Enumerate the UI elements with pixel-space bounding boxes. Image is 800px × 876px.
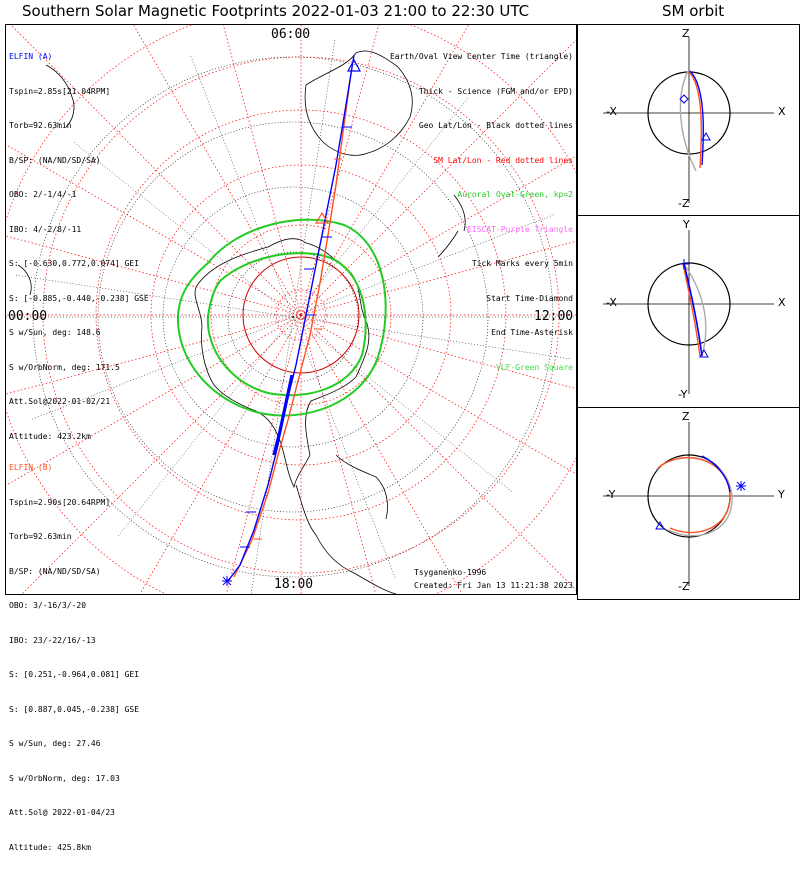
- elfin-a-line: Tspin=2.85s[21.04RPM]: [9, 86, 111, 96]
- elfin-b-orbit: [657, 457, 731, 534]
- sm-orbit-panel-xz: Z -Z -X X: [577, 24, 800, 216]
- elfin-a-center-triangle: [346, 58, 362, 72]
- elfin-a-line: B/SP: (NA/ND/SD/SA): [9, 155, 101, 165]
- center-triangle: [655, 520, 665, 530]
- elfin-b-line: S w/Sun, deg: 27.46: [9, 739, 101, 748]
- orbit-shadow: [683, 263, 707, 357]
- footprint-map-panel: 06:00 00:00 12:00 18:00 ELFIN (A) Tspin=…: [5, 24, 577, 852]
- sm-orbit-panel-xy: Y -Y -X X: [577, 215, 800, 408]
- legend-item: Geo Lat/Lon - Black dotted lines: [418, 121, 573, 130]
- main-title: Southern Solar Magnetic Footprints 2022-…: [22, 2, 530, 20]
- legend-item: Tick Marks every 5min: [471, 259, 573, 268]
- legend-item: Earth/Oval View Center Time (triangle): [389, 52, 573, 61]
- mlt-label-bottom: 18:00: [274, 577, 314, 592]
- mlt-label-right: 12:00: [534, 309, 574, 324]
- elfin-a-line: S: [-0.630,0.772,0.074] GEI: [9, 259, 140, 268]
- panel1-right-label: X: [778, 105, 786, 118]
- elfin-a-line: S w/OrbNorm, deg: 171.5: [9, 362, 120, 372]
- elfin-a-line: OBO: 2/-1/4/-1: [9, 190, 77, 199]
- continent-outlines: [17, 50, 466, 594]
- elfin-a-line: S: [-0.885,-0.440,-0.238] GSE: [9, 293, 149, 303]
- elfin-b-line: S: [0.887,0.045,-0.238] GSE: [9, 704, 140, 714]
- elfin-b-line: Tspin=2.90s[20.64RPM]: [9, 497, 111, 507]
- panel1-left-label: -X: [606, 105, 617, 118]
- mlt-label-top: 06:00: [271, 27, 311, 42]
- legend-item: SM Lat/Lon - Red dotted lines: [433, 155, 573, 165]
- legend-item: VLF-Green Square: [495, 362, 573, 372]
- elfin-a-line: Altitude: 423.2km: [9, 431, 91, 441]
- sm-meridian: [222, 25, 302, 316]
- elfin-a-info: ELFIN (A) Tspin=2.85s[21.04RPM] Torb=92.…: [9, 28, 149, 465]
- elfin-a-end-asterisk: [222, 576, 232, 586]
- map-legend: Earth/Oval View Center Time (triangle) T…: [390, 28, 573, 396]
- panel3-bottom-label: -Z: [678, 580, 690, 593]
- elfin-a-footprint-track: [227, 54, 355, 582]
- panel2-top-label: Y: [683, 218, 690, 231]
- geo-meridian: [250, 316, 294, 594]
- elfin-b-line: Torb=92.63min: [9, 532, 72, 541]
- legend-item: Thick - Science (FGM and/or EPD): [418, 86, 573, 96]
- elfin-a-name: ELFIN (A): [9, 52, 53, 61]
- end-asterisk: [736, 481, 746, 491]
- center-triangle: [699, 348, 709, 358]
- sm-orbit-plot-xy: [603, 230, 774, 394]
- panel3-top-label: Z: [682, 410, 690, 423]
- elfin-b-info: ELFIN (B) Tspin=2.90s[20.64RPM] Torb=92.…: [9, 439, 139, 876]
- elfin-a-orbit: [689, 70, 705, 166]
- panel1-top-label: Z: [682, 27, 690, 40]
- elfin-a-science-segment: [272, 374, 294, 456]
- mlt-label-left: 00:00: [8, 309, 48, 324]
- elfin-b-line: Altitude: 425.8km: [9, 842, 91, 852]
- elfin-a-line: S w/Sun, deg: 148.6: [9, 328, 101, 337]
- elfin-a-orbit: [683, 263, 703, 357]
- elfin-b-tick-marks: [254, 158, 342, 540]
- elfin-a-line: Att.Sol@2022-01-02/21: [9, 397, 111, 406]
- earth-circle: [647, 262, 731, 346]
- elfin-a-line: IBO: 4/-2/8/-11: [9, 224, 82, 234]
- sm-inner-ring: [242, 256, 360, 374]
- center-triangle: [701, 131, 711, 141]
- elfin-b-name: ELFIN (B): [9, 463, 53, 472]
- start-diamond: [679, 94, 689, 104]
- panel2-right-label: X: [778, 296, 786, 309]
- elfin-b-line: OBO: 3/-16/3/-20: [9, 601, 87, 610]
- orbit-shadow: [679, 70, 697, 172]
- legend-item: Start Time-Diamond: [486, 293, 573, 303]
- legend-item: Auroral Oval-Green, kp=2: [457, 190, 573, 199]
- elfin-b-line: S w/OrbNorm, deg: 17.03: [9, 773, 120, 783]
- elfin-b-orbit: [687, 70, 703, 169]
- elfin-a-tick-marks: [240, 126, 352, 548]
- legend-item: End Time-Asterisk: [491, 328, 573, 337]
- sm-orbit-plot-yz: [603, 422, 774, 586]
- panel1-bottom-label: -Z: [678, 197, 690, 210]
- created-timestamp: Created: Fri Jan 13 11:21:38 2023: [414, 581, 573, 590]
- elfin-b-orbit: [682, 263, 701, 357]
- panel3-right-label: Y: [778, 488, 785, 501]
- panel2-left-label: -X: [606, 296, 617, 309]
- elfin-b-line: IBO: 23/-22/16/-13: [9, 635, 96, 645]
- elfin-b-line: B/SP: (NA/ND/SD/SA): [9, 566, 101, 576]
- panel2-bottom-label: -Y: [678, 388, 688, 401]
- elfin-a-orbit: [701, 455, 731, 493]
- elfin-b-line: S: [0.251,-0.964,0.081] GEI: [9, 670, 140, 679]
- elfin-b-footprint-track: [233, 72, 352, 578]
- elfin-b-line: Att.Sol@ 2022-01-04/23: [9, 808, 115, 817]
- legend-item: EISCAT-Purple Triangle: [467, 224, 573, 234]
- sm-orbit-title: SM orbit: [662, 2, 725, 20]
- model-credit: Tsyganenko-1996: [414, 568, 487, 577]
- elfin-a-line: Torb=92.63min: [9, 121, 72, 130]
- orbit-shadow: [655, 456, 733, 537]
- sm-orbit-panel-yz: Z -Z -Y Y: [577, 407, 800, 600]
- geo-meridian: [190, 56, 294, 318]
- elfin-b-center-triangle: [314, 211, 330, 224]
- auroral-ovals: [176, 218, 387, 417]
- sm-orbit-plot-xz: [603, 37, 774, 203]
- end-asterisk: [679, 259, 689, 269]
- polar-footprint-map: [6, 25, 576, 594]
- panel3-left-label: -Y: [606, 488, 616, 501]
